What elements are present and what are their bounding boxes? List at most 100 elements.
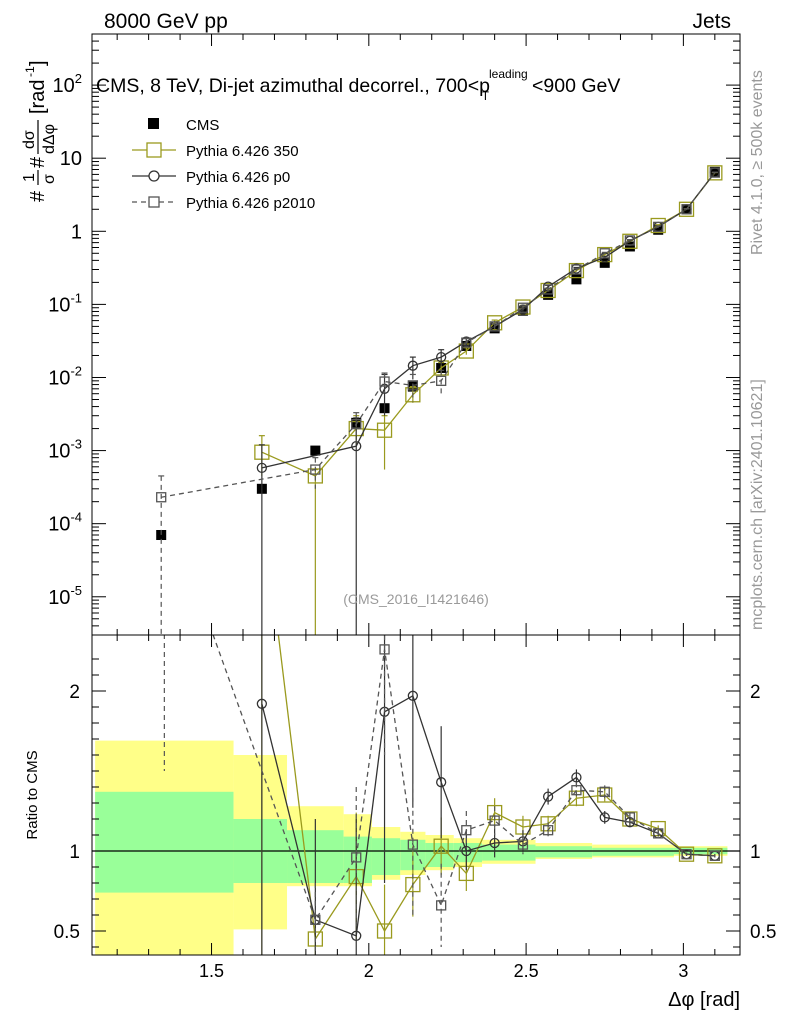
main-y-tick-label-7: 102 [53,71,82,97]
pythia-p2010-ratio-point-6 [461,825,472,836]
pythia-p2010-main-point-2 [351,418,362,430]
main-y-tick-label-3: 10-2 [48,363,82,389]
pythia-p2010-ratio-point-4 [407,839,419,850]
pythia-p0-ratio-point-7 [489,837,500,849]
main-series-layer [156,165,723,635]
pythia-p0-main-point-4 [436,351,447,363]
main-y-tick-label-4: 10-1 [48,290,82,316]
band-inner-0 [95,791,234,893]
plot-title: CMS, 8 TeV, Di-jet azimuthal decorrel., … [96,67,620,103]
cms-point-12 [599,257,610,268]
pythia-p2010-ratio-point-14 [681,849,692,860]
header-left: 8000 GeV pp [104,10,228,33]
legend-entry-pythia-p2010: Pythia 6.426 p2010 [132,195,315,212]
pythia-p2010-main-point-6 [461,337,472,348]
svg-text:-1: -1 [23,66,37,77]
legend-marker-pythia-p0 [148,170,160,182]
ratio-y-tick-label-right-0: 0.5 [750,922,776,943]
pythia-p2010-main-point-11 [599,248,610,259]
pythia-350-ratio-line [277,635,715,941]
pythia-350-ratio-point-5 [433,838,449,854]
band-inner-7 [453,843,483,863]
svg-text:Pythia 6.426 350: Pythia 6.426 350 [186,143,299,160]
pythia-350-main-point-9 [540,282,556,299]
pythia-p0-main-point-3 [407,360,419,371]
band-inner-9 [535,846,593,858]
ratio-y-tick-label-right-2: 2 [750,682,761,703]
svg-text:dΔφ: dΔφ [41,124,58,154]
pythia-p0-ratio-point-2 [351,930,362,941]
pythia-350-main-point-15 [707,165,723,181]
x-tick-label-0: 1.5 [199,961,224,981]
legend-entry-cms: CMS [148,117,219,134]
main-y-tick-label-6: 10 [60,148,82,170]
svg-text:[rad: [rad [27,80,49,114]
cms-point-13 [624,241,635,252]
pythia-350-main-point-14 [678,201,695,217]
pythia-p0-ratio-point-9 [542,791,554,802]
x-tick-label-2: 2.5 [514,961,539,981]
pythia-p2010-main-point-8 [517,302,529,313]
pythia-p0-ratio-point-4 [407,690,419,701]
svg-text:#: # [27,156,49,168]
pythia-350-main-point-12 [622,233,638,249]
legend-entry-pythia-p0: Pythia 6.426 p0 [132,169,290,186]
mcplots-label: mcplots.cern.ch [arXiv:2401.10621] [749,379,766,630]
pythia-p2010-ratio-point-1 [310,914,321,925]
svg-text:σ: σ [41,174,58,184]
pythia-p2010-main-point-10 [571,264,582,275]
rivet-version-label: Rivet 4.1.0, ≥ 500k events [749,70,766,255]
pythia-p2010-main-point-3 [379,376,390,387]
pythia-p0-main-point-0 [256,462,268,474]
band-inner-4 [371,838,401,875]
pythia-p2010-main-point-13 [653,221,664,233]
pythia-350-main-point-13 [650,217,666,234]
pythia-p2010-ratio-point-3 [379,644,390,655]
header-right: Jets [692,10,731,33]
pythia-p2010-main-point-14 [681,204,692,215]
ratio-y-tick-label-right-1: 1 [750,842,761,863]
pythia-p0-ratio-point-6 [461,845,472,857]
ratio-y-tick-label-left-1: 1 [69,842,80,863]
main-y-tick-label-2: 10-3 [48,437,82,463]
pythia-350-ratio-point-3 [376,923,393,939]
main-y-tick-label-0: 10-5 [48,583,82,609]
legend-marker-pythia-350 [146,142,162,158]
svg-text:#: # [27,190,49,202]
pythia-p2010-ratio-point-12 [624,812,636,823]
pythia-p0-ratio-point-5 [436,777,447,788]
pythia-p2010-main-point-5 [436,375,447,386]
ratio-y-tick-label-left-2: 2 [69,682,80,703]
pythia-p0-ratio-point-0 [256,698,268,709]
ratio-y-tick-label-left-0: 0.5 [54,922,80,943]
svg-text:Pythia 6.426 p2010: Pythia 6.426 p2010 [186,195,315,212]
legend-marker-cms [148,118,159,129]
svg-text:CMS: CMS [186,117,219,134]
cms-point-11 [571,274,582,285]
svg-text:dσ: dσ [21,130,38,149]
main-y-axis-label: # 1 σ # dσ dΔφ [rad -1 ] [21,60,58,202]
main-y-tick-label-1: 10-4 [48,510,82,536]
cms-point-2 [310,445,321,456]
pythia-p2010-ratio-point-7 [489,815,500,826]
main-y-tick-label-5: 1 [71,221,82,243]
svg-text:]: ] [27,60,49,66]
svg-text:Pythia 6.426 p0: Pythia 6.426 p0 [186,169,290,186]
pythia-p0-ratio-point-10 [571,772,582,783]
pythia-p2010-main-point-9 [542,284,554,295]
band-inner-10 [592,847,674,856]
ratio-series-layer [92,635,740,955]
cms-point-10 [543,289,554,300]
analysis-watermark: (CMS_2016_I1421646) [343,591,489,607]
pythia-p2010-main-point-12 [624,235,636,246]
legend: CMS Pythia 6.426 350 Pythia 6.426 p0 Pyt… [132,117,315,212]
pythia-p2010-ratio-point-2 [351,852,362,863]
pythia-p2010-ratio-point-11 [599,786,610,797]
legend-marker-pythia-p2010 [148,196,160,208]
pythia-p0-main-line [261,171,716,469]
pythia-p0-ratio-point-11 [599,812,610,823]
cms-point-14 [653,224,664,235]
pythia-p2010-ratio-line [212,635,715,922]
